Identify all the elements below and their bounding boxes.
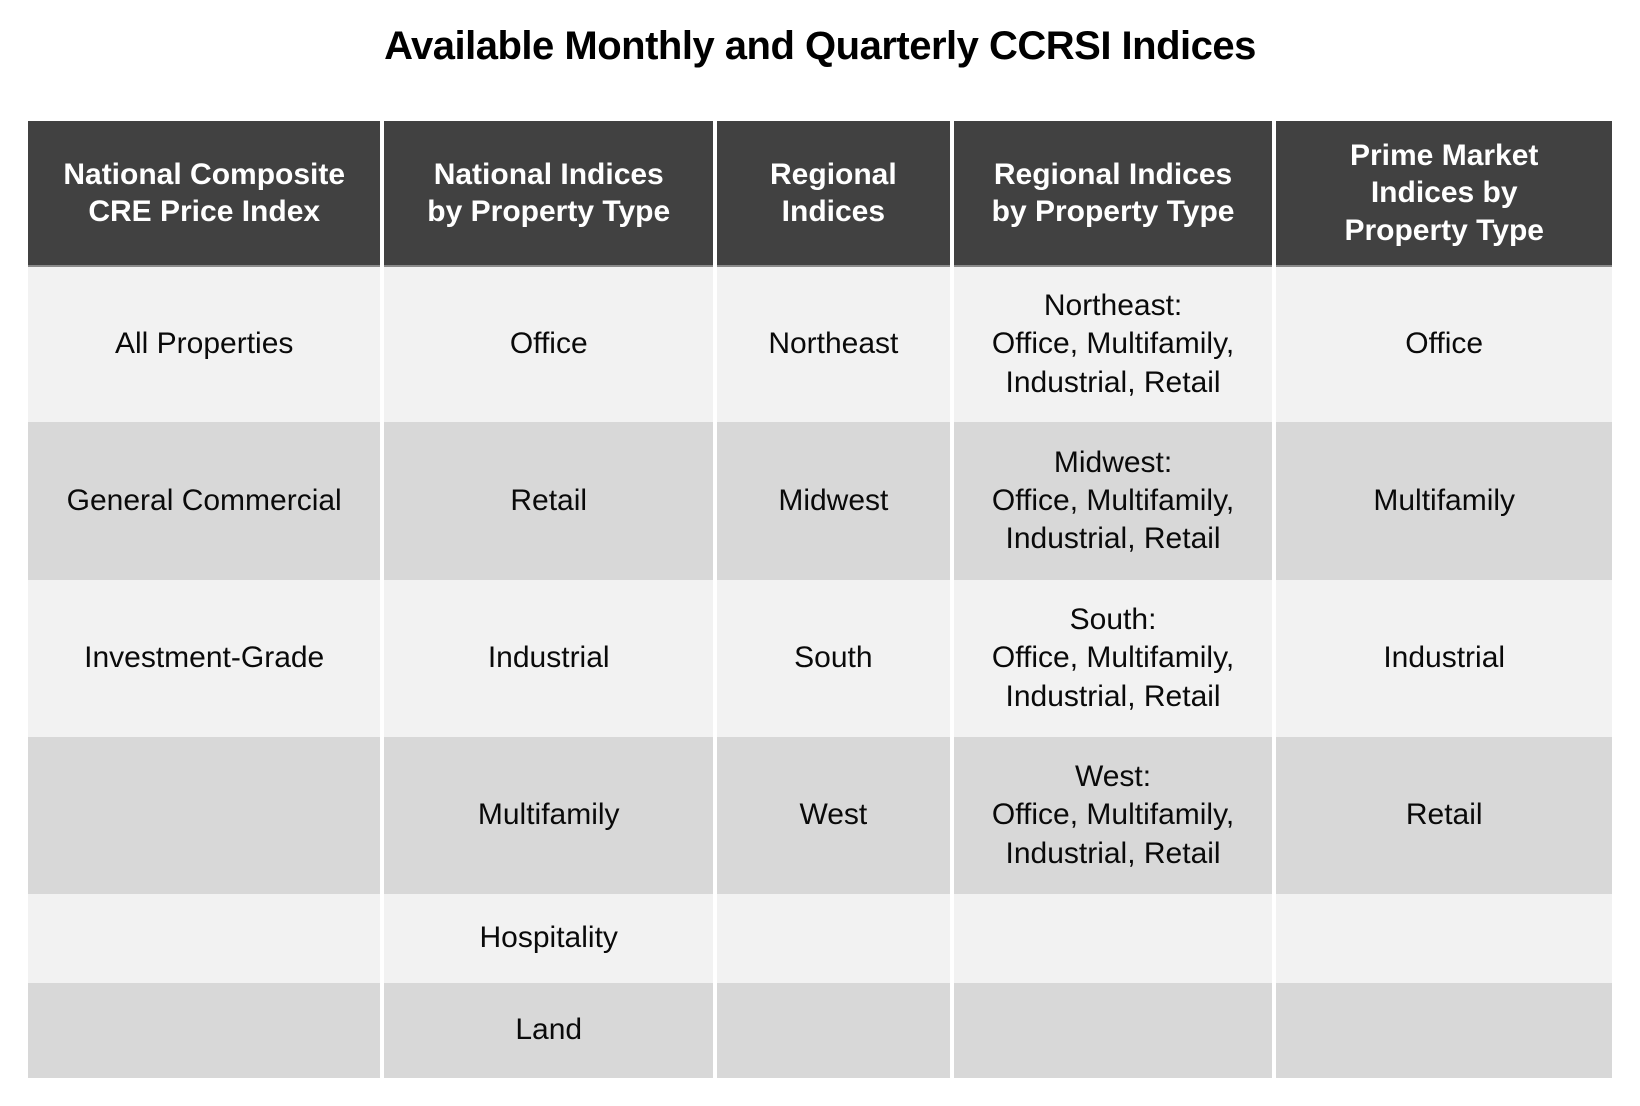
page-title: Available Monthly and Quarterly CCRSI In… bbox=[384, 24, 1256, 68]
cell-row5-prime-market bbox=[1276, 894, 1612, 983]
cell-row3-prime-market: Industrial bbox=[1276, 580, 1612, 737]
cell-row2-regional-by-type: Midwest: Office, Multifamily, Industrial… bbox=[953, 422, 1273, 580]
cell-row1-regional: Northeast bbox=[717, 267, 950, 422]
cell-row6-regional bbox=[717, 983, 950, 1078]
cell-row1-regional-by-type: Northeast: Office, Multifamily, Industri… bbox=[953, 267, 1273, 422]
column-header-regional-indices-by-property-type: Regional Indices by Property Type bbox=[953, 121, 1273, 267]
cell-row2-national-composite: General Commercial bbox=[28, 422, 381, 580]
cell-row3-national-by-type: Industrial bbox=[384, 580, 714, 737]
cell-row6-national-composite bbox=[28, 983, 381, 1078]
cell-row3-national-composite: Investment-Grade bbox=[28, 580, 381, 737]
cell-row4-prime-market: Retail bbox=[1276, 737, 1612, 894]
cell-row1-national-composite: All Properties bbox=[28, 267, 381, 422]
cell-row2-prime-market: Multifamily bbox=[1276, 422, 1612, 580]
ccrsi-indices-table: National Composite CRE Price Index Natio… bbox=[28, 121, 1612, 1078]
cell-row1-national-by-type: Office bbox=[384, 267, 714, 422]
column-header-national-composite-cre-price-index: National Composite CRE Price Index bbox=[28, 121, 381, 267]
cell-row5-regional bbox=[717, 894, 950, 983]
cell-row2-national-by-type: Retail bbox=[384, 422, 714, 580]
cell-row5-national-by-type: Hospitality bbox=[384, 894, 714, 983]
cell-row4-national-by-type: Multifamily bbox=[384, 737, 714, 894]
cell-row1-prime-market: Office bbox=[1276, 267, 1612, 422]
cell-row4-national-composite bbox=[28, 737, 381, 894]
cell-row5-national-composite bbox=[28, 894, 381, 983]
column-header-prime-market-indices-by-property-type: Prime Market Indices by Property Type bbox=[1276, 121, 1612, 267]
cell-row3-regional-by-type: South: Office, Multifamily, Industrial, … bbox=[953, 580, 1273, 737]
cell-row4-regional-by-type: West: Office, Multifamily, Industrial, R… bbox=[953, 737, 1273, 894]
cell-row3-regional: South bbox=[717, 580, 950, 737]
cell-row4-regional: West bbox=[717, 737, 950, 894]
column-header-national-indices-by-property-type: National Indices by Property Type bbox=[384, 121, 714, 267]
cell-row2-regional: Midwest bbox=[717, 422, 950, 580]
cell-row6-prime-market bbox=[1276, 983, 1612, 1078]
column-header-regional-indices: Regional Indices bbox=[717, 121, 950, 267]
cell-row6-national-by-type: Land bbox=[384, 983, 714, 1078]
cell-row6-regional-by-type bbox=[953, 983, 1273, 1078]
cell-row5-regional-by-type bbox=[953, 894, 1273, 983]
